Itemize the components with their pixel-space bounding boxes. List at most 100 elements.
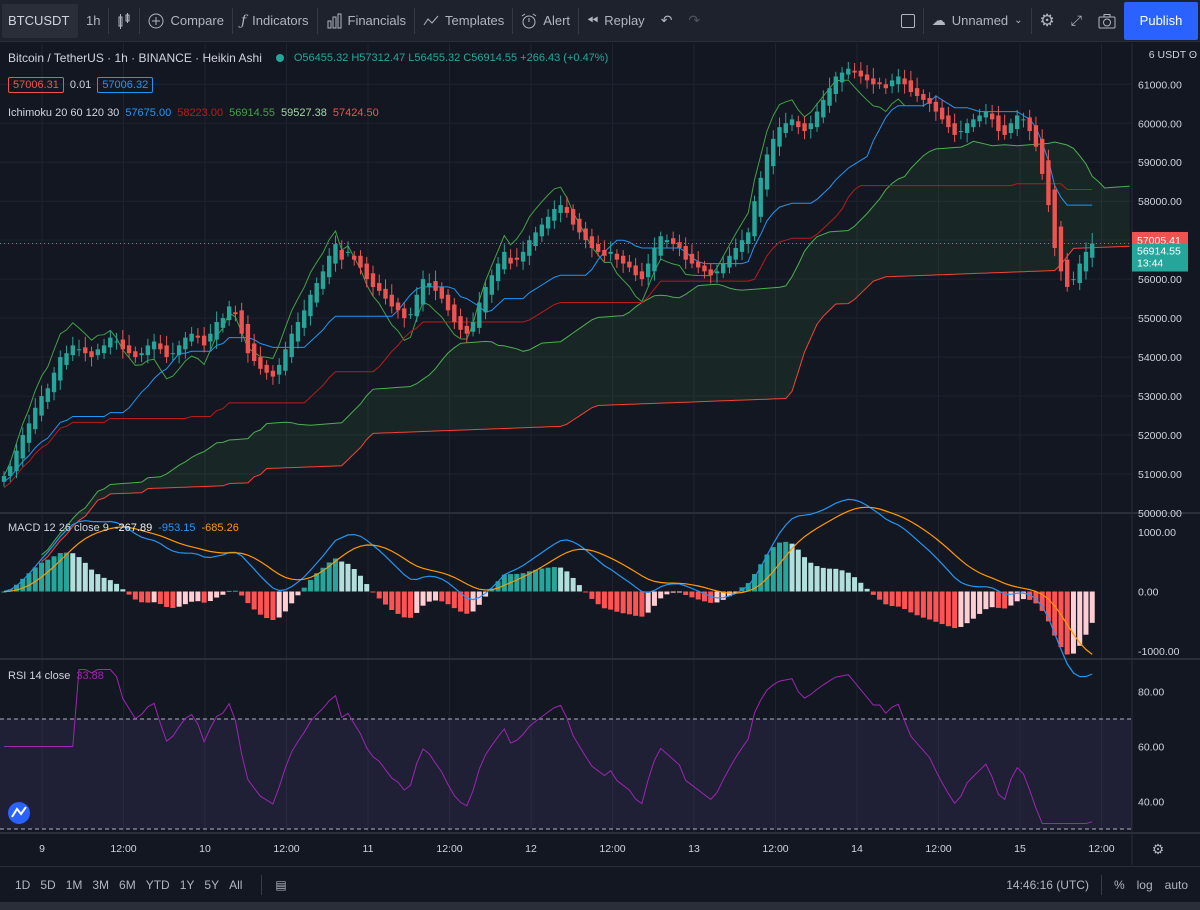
candle-body	[89, 351, 94, 358]
macd-histogram-bar	[1002, 591, 1008, 609]
financials-button[interactable]: Financials	[318, 0, 415, 42]
range-5d[interactable]: 5D	[40, 877, 56, 892]
fullscreen-button[interactable]: ⤢	[1063, 0, 1090, 42]
symbol-search[interactable]: BTCUSDT	[2, 3, 78, 38]
candle-body	[645, 263, 651, 278]
macd-histogram-bar	[1052, 591, 1058, 636]
price-tick-label: 52000.00	[1138, 430, 1182, 442]
candle-body	[420, 279, 426, 305]
compare-label: Compare	[170, 13, 224, 28]
range-1m[interactable]: 1M	[65, 877, 83, 892]
macd-histogram-bar	[389, 591, 395, 610]
macd-histogram-bar	[114, 583, 120, 592]
macd-histogram-bar	[789, 543, 795, 592]
axis-settings-icon[interactable]: ⚙	[1152, 841, 1165, 857]
macd-histogram-bar	[777, 542, 783, 592]
candle-body	[283, 349, 288, 371]
price-tick-label: 56000.00	[1138, 274, 1182, 286]
macd-histogram-bar	[458, 591, 464, 612]
cloud-icon: ☁	[931, 12, 946, 28]
macd-histogram-bar	[439, 591, 445, 602]
candle-body	[201, 335, 207, 346]
auto-scale-toggle[interactable]: auto	[1164, 877, 1188, 892]
candle-body	[514, 257, 520, 260]
candle-body	[602, 249, 607, 256]
redo-button[interactable]: ↷	[680, 0, 708, 42]
ichimoku-lagging-value: 56914.55	[229, 107, 275, 119]
candle-body	[76, 349, 82, 351]
tradingview-logo-mark	[11, 806, 27, 818]
macd-histogram-bar	[827, 568, 833, 592]
multi-layout-button[interactable]	[893, 0, 923, 42]
macd-histogram-bar	[395, 591, 401, 614]
candle-body	[871, 78, 876, 85]
macd-histogram-bar	[614, 591, 620, 612]
chart-type-button[interactable]	[109, 0, 139, 42]
macd-histogram-bar	[726, 591, 732, 597]
buy-price-chip[interactable]: 57006.32	[97, 77, 154, 93]
ichimoku-conversion-value: 57675.00	[125, 107, 172, 119]
macd-histogram-bar	[983, 591, 989, 610]
macd-histogram-bar	[839, 570, 845, 592]
templates-button[interactable]: Templates	[415, 0, 512, 42]
macd-histogram-bar	[545, 567, 551, 592]
compare-button[interactable]: Compare	[140, 0, 231, 42]
log-scale-toggle[interactable]: log	[1136, 877, 1153, 892]
publish-button[interactable]: Publish	[1124, 1, 1198, 40]
candle-body	[864, 74, 870, 81]
time-tick-label: 12	[525, 843, 537, 855]
range-6m[interactable]: 6M	[119, 877, 136, 892]
candle-body	[345, 251, 351, 253]
price-tick-label: 53000.00	[1138, 391, 1182, 403]
macd-histogram-bar	[758, 564, 764, 592]
macd-histogram-bar	[101, 577, 107, 592]
layout-name-button[interactable]: ☁ Unnamed ⌄	[924, 0, 1031, 42]
candle-body	[658, 236, 663, 256]
candle-body	[395, 302, 401, 311]
chart-area[interactable]: 6 USDT ʘ 61000.00 60000.00 59000.00 58000.00…	[0, 43, 1200, 865]
range-5y[interactable]: 5Y	[204, 877, 220, 892]
settings-button[interactable]: ⚙	[1032, 0, 1063, 42]
price-tick-label: 54000.00	[1138, 352, 1182, 364]
percent-scale-toggle[interactable]: %	[1113, 877, 1125, 892]
indicators-button[interactable]: ƒ Indicators	[233, 0, 317, 42]
candle-body	[220, 318, 226, 328]
candle-body	[270, 370, 276, 377]
macd-histogram-bar	[383, 591, 389, 605]
ichimoku-lagging-line	[3, 79, 905, 477]
range-3m[interactable]: 3M	[92, 877, 110, 892]
layout-name-label: Unnamed	[951, 13, 1009, 28]
range-ytd[interactable]: YTD	[145, 877, 170, 892]
macd-histogram-bar	[902, 591, 908, 610]
gear-icon: ⚙	[1039, 10, 1055, 30]
utc-clock[interactable]: 14:46:16 (UTC)	[1006, 877, 1089, 892]
candle-body	[758, 177, 763, 217]
macd-histogram-bar	[695, 591, 701, 600]
chart-canvas[interactable]: 6 USDT ʘ 61000.00 60000.00 59000.00 58000.00…	[0, 43, 1200, 865]
rsi-legend[interactable]: RSI 14 close 33.88	[8, 670, 104, 682]
ichimoku-legend[interactable]: Ichimoku 20 60 120 30 57675.00 58223.00 …	[8, 107, 379, 119]
macd-histogram-bar	[232, 590, 238, 592]
go-to-date-icon[interactable]: ▤	[275, 877, 287, 892]
candle-body	[583, 228, 588, 241]
snapshot-button[interactable]	[1090, 0, 1124, 42]
range-1y[interactable]: 1Y	[179, 877, 195, 892]
range-all[interactable]: All	[229, 877, 243, 892]
alert-button[interactable]: Alert	[513, 0, 578, 42]
macd-histogram-bar	[189, 591, 195, 602]
macd-histogram-bar	[226, 590, 232, 592]
sell-price-chip[interactable]: 57006.31	[8, 77, 64, 93]
candle-body	[708, 269, 713, 276]
candle-body	[358, 255, 363, 268]
macd-legend[interactable]: MACD 12 26 close 9 -267.89 -953.15 -685.…	[8, 522, 239, 534]
candle-body	[239, 310, 244, 334]
candle-body	[639, 271, 645, 280]
macd-histogram-bar	[420, 591, 426, 606]
range-1d[interactable]: 1D	[15, 877, 31, 892]
interval-button[interactable]: 1h	[78, 0, 108, 42]
candle-body	[45, 388, 50, 402]
undo-button[interactable]: ↶	[653, 0, 681, 42]
candle-body	[20, 435, 25, 459]
replay-button[interactable]: ⏪︎ Replay	[579, 0, 653, 42]
macd-histogram-bar	[182, 591, 188, 605]
